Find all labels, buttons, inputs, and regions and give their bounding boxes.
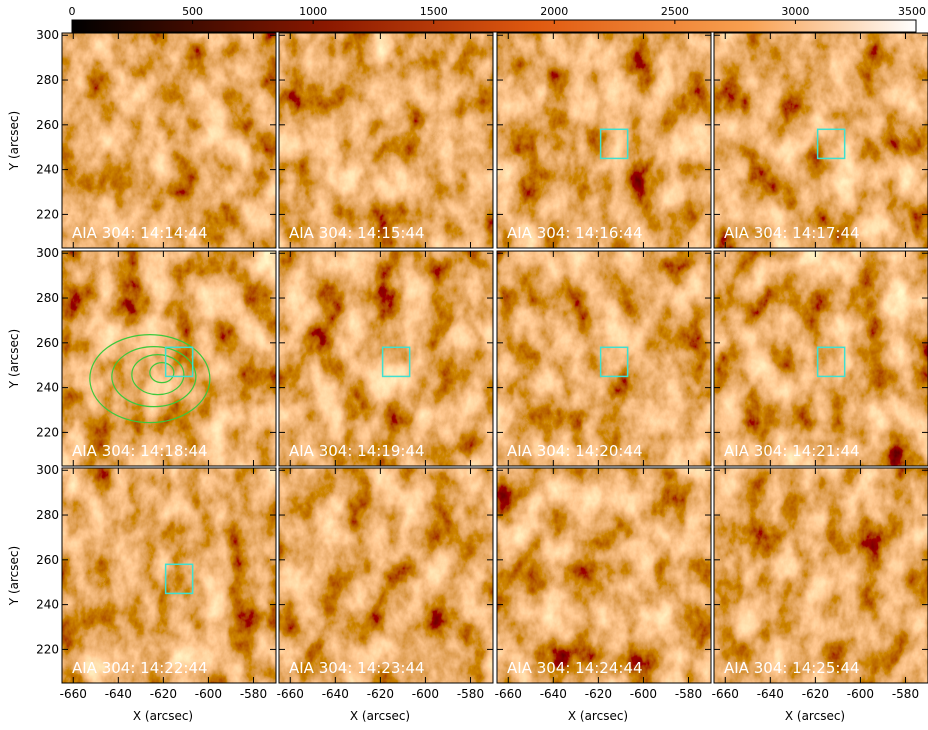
x-tick-label: -600 xyxy=(412,687,439,701)
x-tick-label: -660 xyxy=(277,687,304,701)
x-tick-label: -620 xyxy=(150,687,177,701)
panel-label: AIA 304: 14:22:44 xyxy=(72,659,208,677)
x-tick-label: -660 xyxy=(60,687,87,701)
panel-label: AIA 304: 14:17:44 xyxy=(724,224,860,242)
x-tick-label: -640 xyxy=(105,687,132,701)
solar-texture xyxy=(714,33,928,248)
x-tick-label: -640 xyxy=(540,687,567,701)
solar-texture xyxy=(714,251,928,466)
image-panel: AIA 304: 14:25:44 xyxy=(714,468,928,683)
panel-label: AIA 304: 14:14:44 xyxy=(72,224,208,242)
image-panel: AIA 304: 14:22:44 xyxy=(62,468,276,683)
colorbar-tick-label: 2500 xyxy=(661,5,689,18)
y-tick-label: 240 xyxy=(36,381,59,395)
panel-label: AIA 304: 14:15:44 xyxy=(289,224,425,242)
y-tick-label: 280 xyxy=(36,73,59,87)
panel-label: AIA 304: 14:21:44 xyxy=(724,442,860,460)
solar-texture xyxy=(714,468,928,683)
solar-texture xyxy=(62,251,276,466)
y-axis-label: Y (arcsec) xyxy=(7,111,21,171)
x-tick-label: -580 xyxy=(892,687,919,701)
solar-texture xyxy=(62,468,276,683)
panel-label: AIA 304: 14:18:44 xyxy=(72,442,208,460)
x-axis-label: X (arcsec) xyxy=(785,709,845,723)
y-tick-label: 220 xyxy=(36,425,59,439)
y-tick-label: 300 xyxy=(36,246,59,260)
panel-label: AIA 304: 14:16:44 xyxy=(507,224,643,242)
x-tick-label: -580 xyxy=(240,687,267,701)
colorbar-tick-label: 500 xyxy=(182,5,203,18)
image-panel: AIA 304: 14:20:44 xyxy=(497,251,711,466)
colorbar-tick-label: 0 xyxy=(69,5,76,18)
image-panel: AIA 304: 14:16:44 xyxy=(497,33,711,248)
solar-texture xyxy=(497,468,711,683)
colorbar-tick-label: 2000 xyxy=(540,5,568,18)
y-tick-label: 220 xyxy=(36,642,59,656)
colorbar xyxy=(72,20,916,32)
image-panel: AIA 304: 14:23:44 xyxy=(279,468,493,683)
y-tick-label: 240 xyxy=(36,598,59,612)
x-axis-label: X (arcsec) xyxy=(568,709,628,723)
figure: 0 500 1000 1500 2000 2500 3000 3500 AIA 304: 14:… xyxy=(0,0,928,726)
panel-label: AIA 304: 14:24:44 xyxy=(507,659,643,677)
x-tick-label: -620 xyxy=(802,687,829,701)
x-tick-label: -660 xyxy=(712,687,739,701)
solar-texture xyxy=(279,33,493,248)
colorbar-tick-label: 1000 xyxy=(299,5,327,18)
panel-label: AIA 304: 14:19:44 xyxy=(289,442,425,460)
colorbar-tick-label: 1500 xyxy=(420,5,448,18)
y-tick-label: 260 xyxy=(36,336,59,350)
image-panel: AIA 304: 14:17:44 xyxy=(714,33,928,248)
x-tick-label: -660 xyxy=(495,687,522,701)
image-panel: AIA 304: 14:24:44 xyxy=(497,468,711,683)
panel-label: AIA 304: 14:25:44 xyxy=(724,659,860,677)
image-panel: AIA 304: 14:15:44 xyxy=(279,33,493,248)
colorbar-tick-label: 3000 xyxy=(781,5,809,18)
solar-texture xyxy=(279,251,493,466)
y-tick-label: 260 xyxy=(36,553,59,567)
solar-texture xyxy=(62,33,276,248)
y-tick-label: 300 xyxy=(36,28,59,42)
y-tick-label: 260 xyxy=(36,118,59,132)
y-tick-label: 300 xyxy=(36,463,59,477)
x-tick-label: -620 xyxy=(585,687,612,701)
solar-texture xyxy=(279,468,493,683)
y-tick-label: 240 xyxy=(36,163,59,177)
x-tick-label: -600 xyxy=(630,687,657,701)
x-axis-label: X (arcsec) xyxy=(133,709,193,723)
x-tick-label: -580 xyxy=(457,687,484,701)
x-tick-label: -640 xyxy=(322,687,349,701)
y-axis-label: Y (arcsec) xyxy=(7,546,21,606)
x-tick-label: -600 xyxy=(195,687,222,701)
image-panel: AIA 304: 14:21:44 xyxy=(714,251,928,466)
y-axis-label: Y (arcsec) xyxy=(7,329,21,389)
y-tick-label: 280 xyxy=(36,291,59,305)
panel-label: AIA 304: 14:23:44 xyxy=(289,659,425,677)
solar-texture xyxy=(497,33,711,248)
x-tick-label: -580 xyxy=(675,687,702,701)
colorbar-tick-label: 3500 xyxy=(898,5,926,18)
y-tick-label: 220 xyxy=(36,207,59,221)
y-tick-label: 280 xyxy=(36,508,59,522)
image-panel: AIA 304: 14:14:44 xyxy=(62,33,276,248)
panel-label: AIA 304: 14:20:44 xyxy=(507,442,643,460)
x-axis-label: X (arcsec) xyxy=(350,709,410,723)
x-tick-label: -600 xyxy=(847,687,874,701)
image-panel: AIA 304: 14:18:44 xyxy=(62,251,276,466)
image-panel: AIA 304: 14:19:44 xyxy=(279,251,493,466)
solar-texture xyxy=(497,251,711,466)
x-tick-label: -640 xyxy=(757,687,784,701)
x-tick-label: -620 xyxy=(367,687,394,701)
